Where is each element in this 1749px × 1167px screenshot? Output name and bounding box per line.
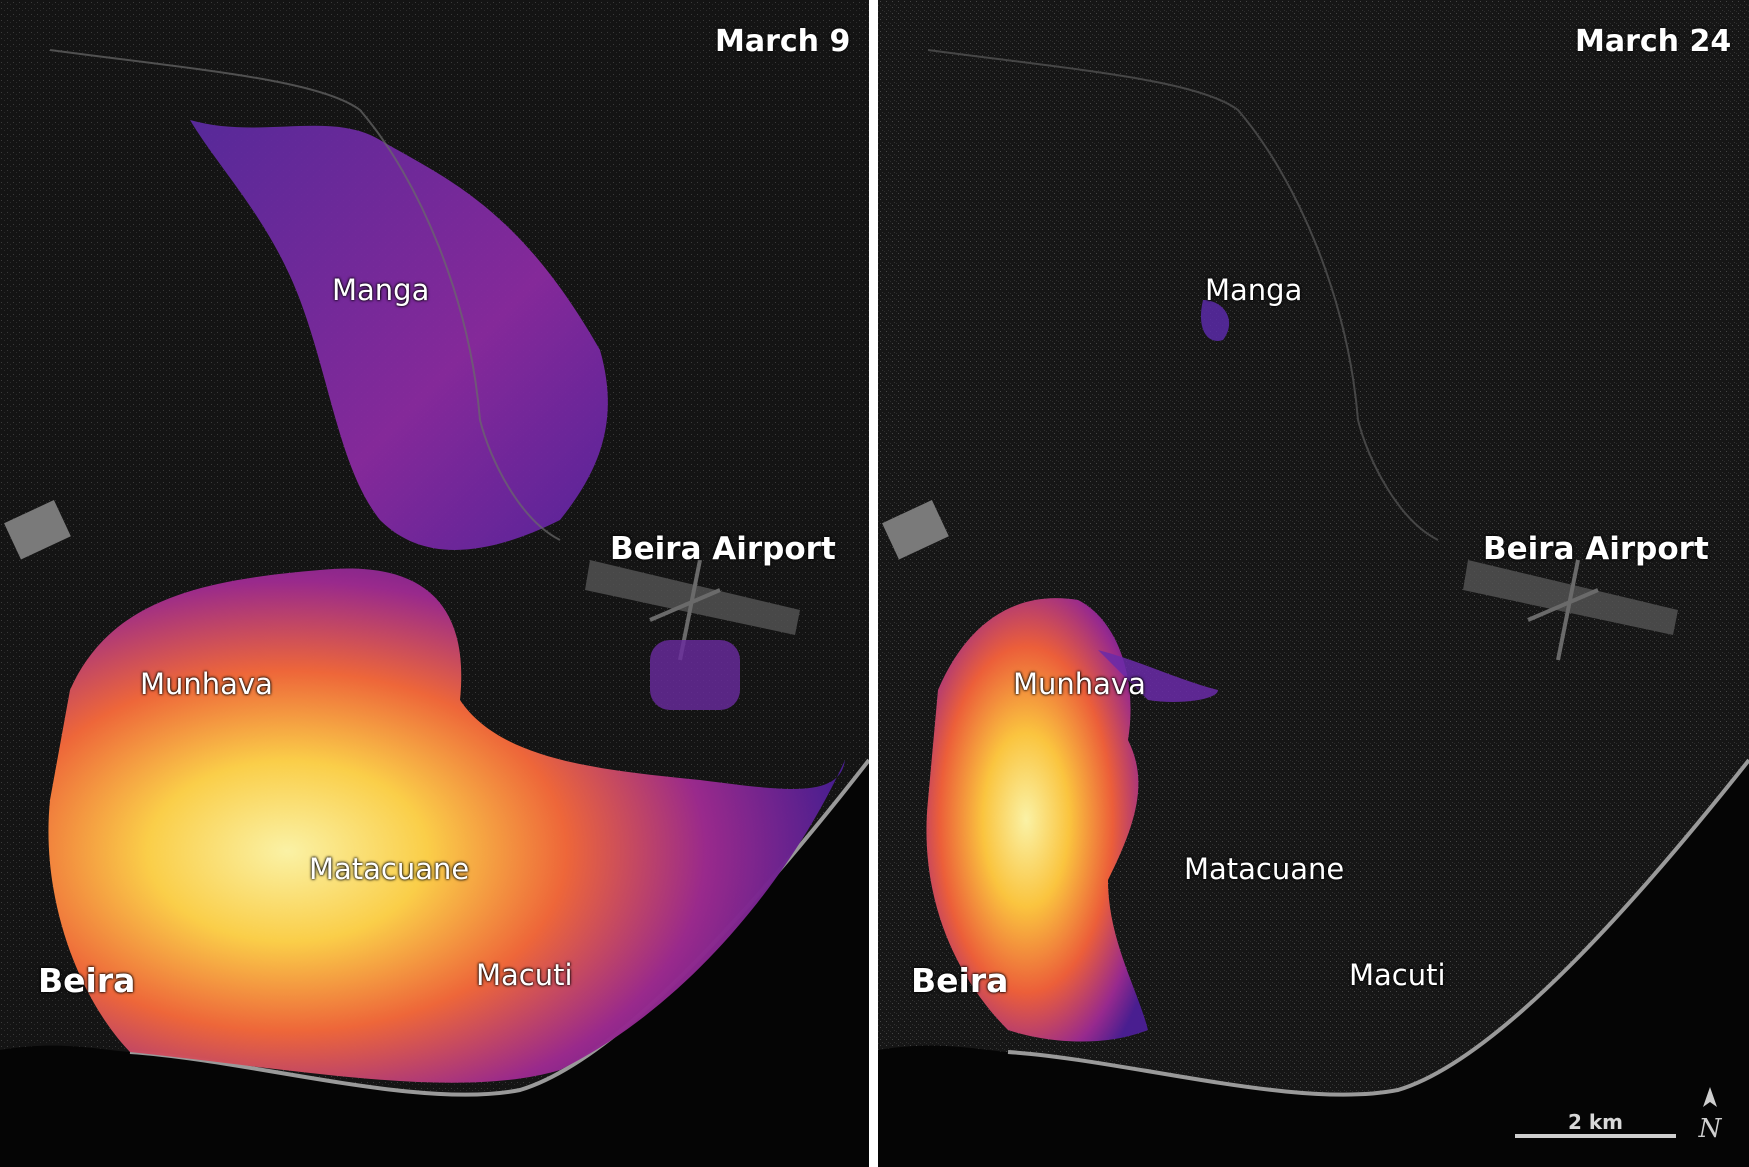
place-label-munhava: Munhava bbox=[140, 667, 273, 701]
flood-map-march-9 bbox=[0, 0, 869, 1167]
scale-bar bbox=[1515, 1134, 1676, 1138]
place-label-macuti: Macuti bbox=[1349, 958, 1446, 992]
place-label-beira: Beira bbox=[911, 961, 1009, 1000]
panel-divider bbox=[869, 0, 878, 1167]
place-label-manga: Manga bbox=[1205, 273, 1303, 307]
place-label-beira: Beira bbox=[38, 961, 136, 1000]
place-label-beira-airport: Beira Airport bbox=[1483, 531, 1709, 567]
north-arrow-icon: N bbox=[1698, 1087, 1723, 1144]
place-label-matacuane: Matacuane bbox=[309, 852, 470, 886]
place-label-manga: Manga bbox=[332, 273, 430, 307]
place-label-matacuane: Matacuane bbox=[1184, 852, 1345, 886]
map-panel-march-9: March 9 Manga Beira Airport Munhava Mata… bbox=[0, 0, 869, 1167]
map-panel-march-24: March 24 Manga Beira Airport Munhava Mat… bbox=[878, 0, 1749, 1167]
date-label: March 9 bbox=[715, 24, 851, 59]
place-label-macuti: Macuti bbox=[476, 958, 573, 992]
scale-bar-label: 2 km bbox=[1568, 1110, 1624, 1134]
flood-map-march-24 bbox=[878, 0, 1749, 1167]
north-letter: N bbox=[1698, 1114, 1723, 1144]
place-label-munhava: Munhava bbox=[1013, 667, 1146, 701]
date-label: March 24 bbox=[1575, 24, 1732, 59]
place-label-beira-airport: Beira Airport bbox=[610, 531, 836, 567]
